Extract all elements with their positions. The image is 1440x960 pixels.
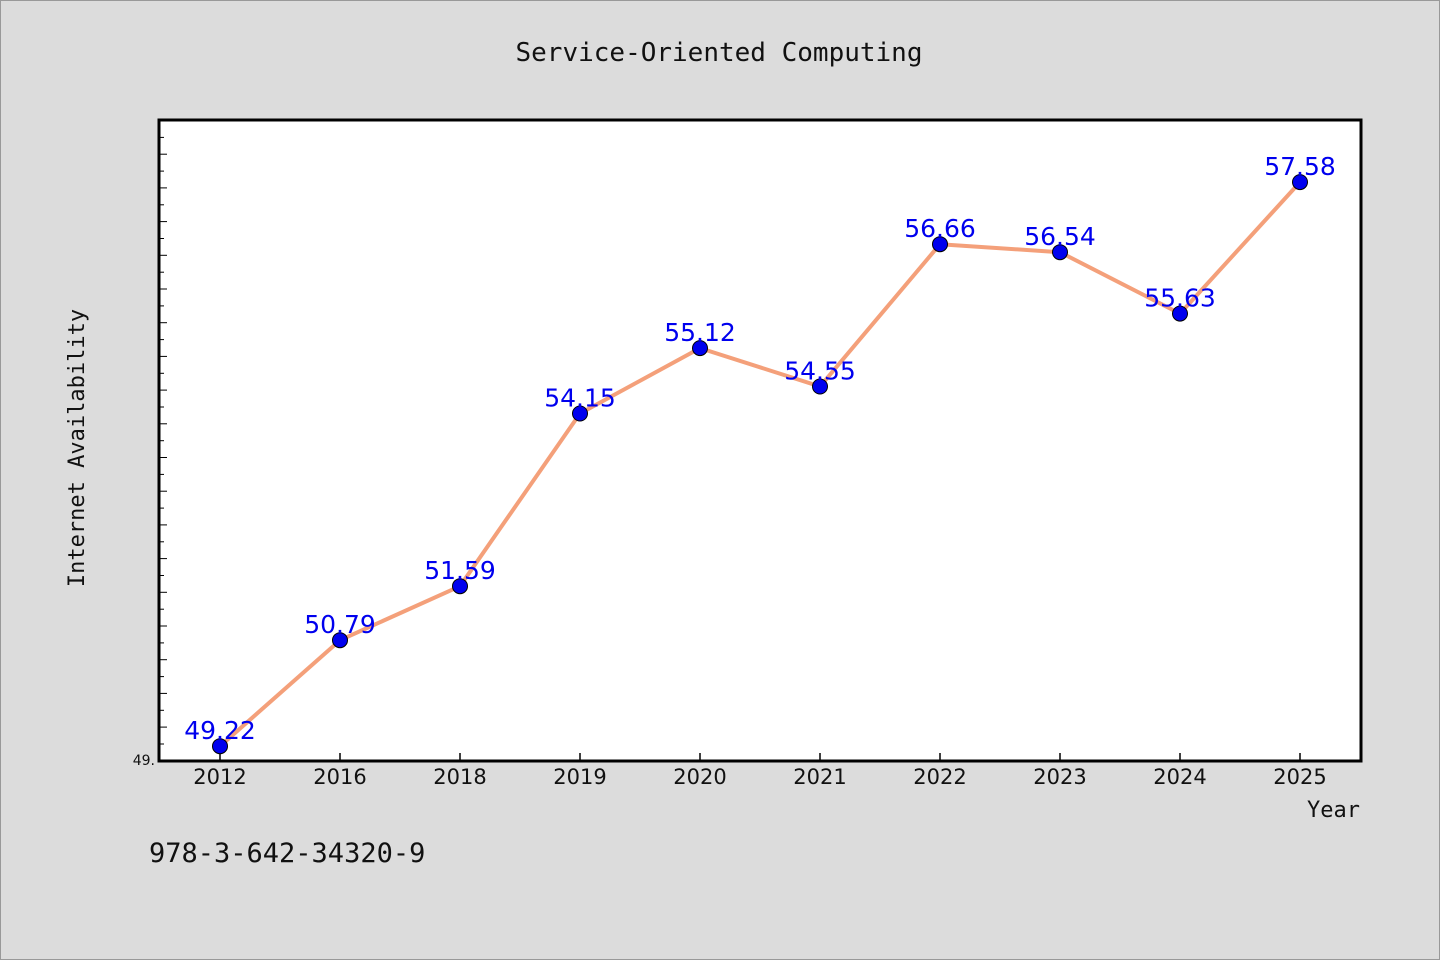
x-tick-label: 2020 xyxy=(673,765,726,789)
chart-title: Service-Oriented Computing xyxy=(516,38,923,68)
series-markers xyxy=(212,174,1308,755)
x-tick-label: 2022 xyxy=(913,765,966,789)
data-labels: 49.22 50.79 51.59 54.15 55.12 54.55 56.66 56.54… xyxy=(184,152,1336,745)
x-tick-label: 2025 xyxy=(1273,765,1326,789)
data-label: 54.55 xyxy=(784,357,856,386)
x-axis-ticks: 2012 2016 2018 2019 2020 2021 2022 2023 2024 2025 xyxy=(193,753,1327,789)
x-tick-label: 2012 xyxy=(193,765,246,789)
x-axis-label: Year xyxy=(1307,798,1360,823)
data-point-marker xyxy=(1172,305,1188,322)
data-label: 54.15 xyxy=(544,384,616,413)
data-point-marker xyxy=(692,340,708,357)
x-tick-label: 2016 xyxy=(313,765,366,789)
x-tick-label: 2018 xyxy=(433,765,486,789)
data-label: 51.59 xyxy=(424,556,496,585)
data-label: 49.22 xyxy=(184,716,256,745)
x-tick-label: 2021 xyxy=(793,765,846,789)
series-polyline xyxy=(218,180,1302,749)
x-tick-label: 2023 xyxy=(1033,765,1086,789)
data-point-marker xyxy=(1292,174,1308,191)
data-label: 55.12 xyxy=(664,318,736,347)
data-point-marker xyxy=(932,236,948,253)
plot-area xyxy=(157,118,1363,763)
data-point-marker xyxy=(452,578,468,595)
data-point-marker xyxy=(812,378,828,395)
data-point-marker xyxy=(212,738,228,755)
x-tick-label: 2019 xyxy=(553,765,606,789)
data-point-marker xyxy=(332,632,348,649)
data-label: 55.63 xyxy=(1144,284,1216,313)
y-axis-label: Internet Availability xyxy=(65,309,90,587)
data-label: 57.58 xyxy=(1264,152,1336,181)
data-label: 56.54 xyxy=(1024,222,1096,251)
data-label: 56.66 xyxy=(904,214,976,243)
data-point-marker xyxy=(572,405,588,422)
y-tick-label: 49. xyxy=(133,753,155,769)
series-line xyxy=(218,180,1302,749)
data-label: 50.79 xyxy=(304,610,376,639)
x-tick-label: 2024 xyxy=(1153,765,1206,789)
isbn-footnote: 978-3-642-34320-9 xyxy=(149,838,425,869)
y-axis-ticks xyxy=(159,136,167,745)
data-point-marker xyxy=(1052,244,1068,261)
